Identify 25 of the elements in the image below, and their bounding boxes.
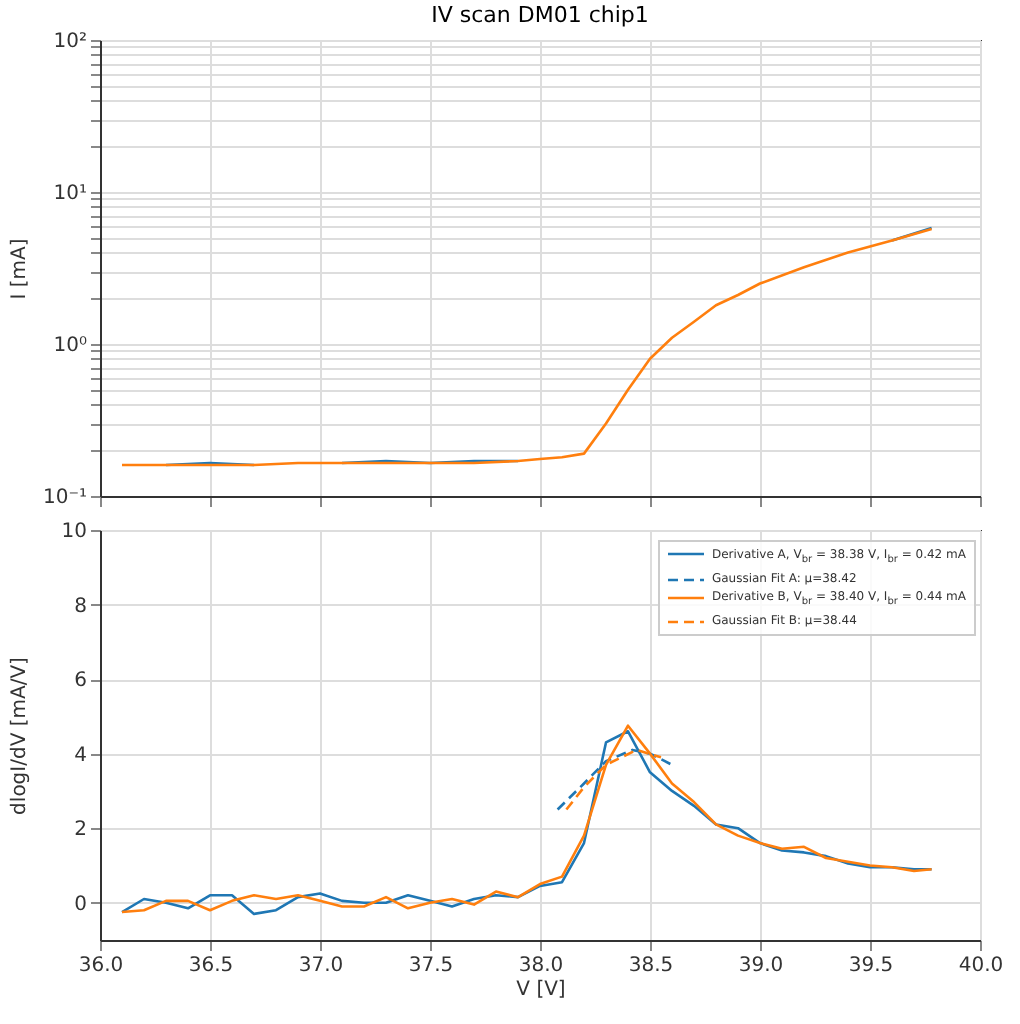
x-tick-label: 36.0 — [78, 955, 124, 977]
x-tick-label: 36.5 — [188, 955, 234, 977]
y-axis-title: dlogI/dV [mA/V] — [9, 656, 31, 815]
y-tick-label: 4 — [74, 744, 87, 767]
line-series — [556, 748, 674, 811]
y-tick-label: 10² — [53, 31, 87, 53]
x-axis-title: V [V] — [516, 979, 566, 1001]
y-tick-label: 10⁻¹ — [42, 487, 87, 509]
y-axis-title: I [mA] — [9, 238, 31, 300]
y-tick-label: 10¹ — [53, 183, 87, 205]
x-tick-label: 39.0 — [738, 955, 784, 977]
x-tick-label: 37.0 — [298, 955, 344, 977]
y-tick-label: 2 — [74, 819, 87, 842]
x-tick-label: 40.0 — [958, 955, 1004, 977]
y-tick-label: 10 — [61, 521, 87, 543]
x-tick-label: 37.5 — [408, 955, 454, 977]
y-tick-label: 8 — [74, 595, 87, 618]
y-tick-label: 10⁰ — [53, 335, 87, 357]
x-tick-label: 38.0 — [518, 955, 564, 977]
y-tick-label: 6 — [74, 670, 87, 693]
x-tick-label: 38.5 — [628, 955, 674, 977]
chart-title: IV scan DM01 chip1 — [431, 2, 649, 28]
line-series — [565, 748, 663, 811]
y-tick-label: 0 — [74, 893, 87, 916]
x-tick-label: 39.5 — [848, 955, 894, 977]
